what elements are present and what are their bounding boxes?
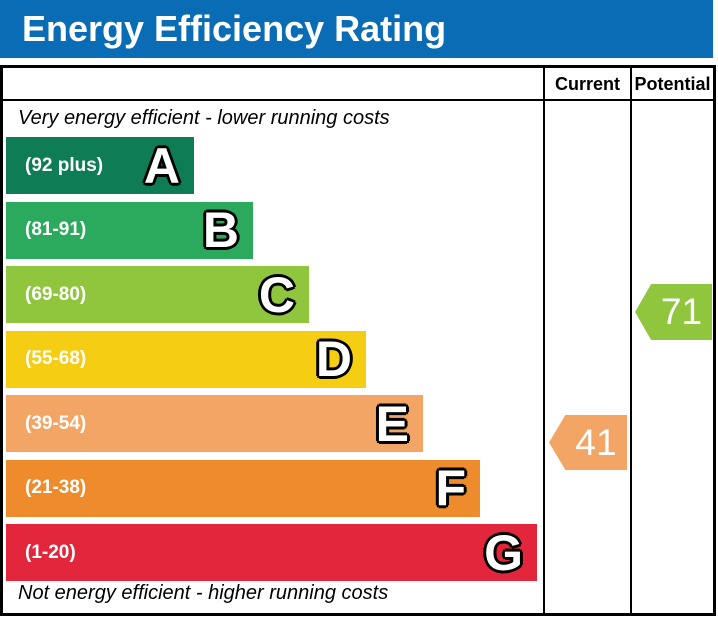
potential-column-divider (630, 68, 632, 613)
bottom-note: Not energy efficient - higher running co… (18, 582, 389, 604)
band-row-d: (55-68) D (6, 330, 366, 388)
rating-bands: (92 plus) A (81-91) B (69-80) C (55-68) … (6, 137, 537, 581)
column-header-potential: Potential (634, 74, 711, 94)
band-row-f: (21-38) F (6, 459, 480, 517)
band-range-label: (55-68) (25, 348, 87, 369)
band-row-g: (1-20) G (6, 524, 537, 581)
band-range-label: (39-54) (25, 412, 87, 434)
band-letter: D (315, 331, 352, 387)
band-letter: A (143, 137, 180, 194)
band-range-label: (1-20) (25, 541, 76, 563)
band-range-label: (81-91) (25, 219, 87, 240)
band-letter: F (435, 460, 466, 516)
top-note: Very energy efficient - lower running co… (18, 107, 390, 129)
band-row-a: (92 plus) A (6, 137, 194, 194)
band-letter: C (258, 266, 295, 323)
band-range-label: (69-80) (25, 283, 87, 305)
band-range-label: (92 plus) (25, 154, 104, 176)
current-rating-value: 41 (575, 421, 617, 463)
current-column-divider (543, 68, 545, 613)
potential-rating-arrow: 71 (635, 284, 712, 340)
page-title: Energy Efficiency Rating (22, 8, 447, 49)
band-letter: B (202, 202, 239, 258)
band-letter: G (484, 524, 523, 581)
band-range-label: (21-38) (25, 477, 87, 498)
band-row-c: (69-80) C (6, 266, 309, 323)
header-row-divider (3, 99, 713, 101)
band-row-e: (39-54) E (6, 395, 423, 452)
rating-table: Current Potential Very energy efficient … (0, 65, 716, 616)
current-rating-arrow: 41 (549, 415, 627, 470)
column-header-current: Current (554, 74, 620, 94)
band-letter: E (375, 395, 409, 452)
potential-rating-value: 71 (660, 291, 703, 332)
band-row-b: (81-91) B (6, 201, 253, 259)
title-bar: Energy Efficiency Rating (0, 0, 713, 58)
